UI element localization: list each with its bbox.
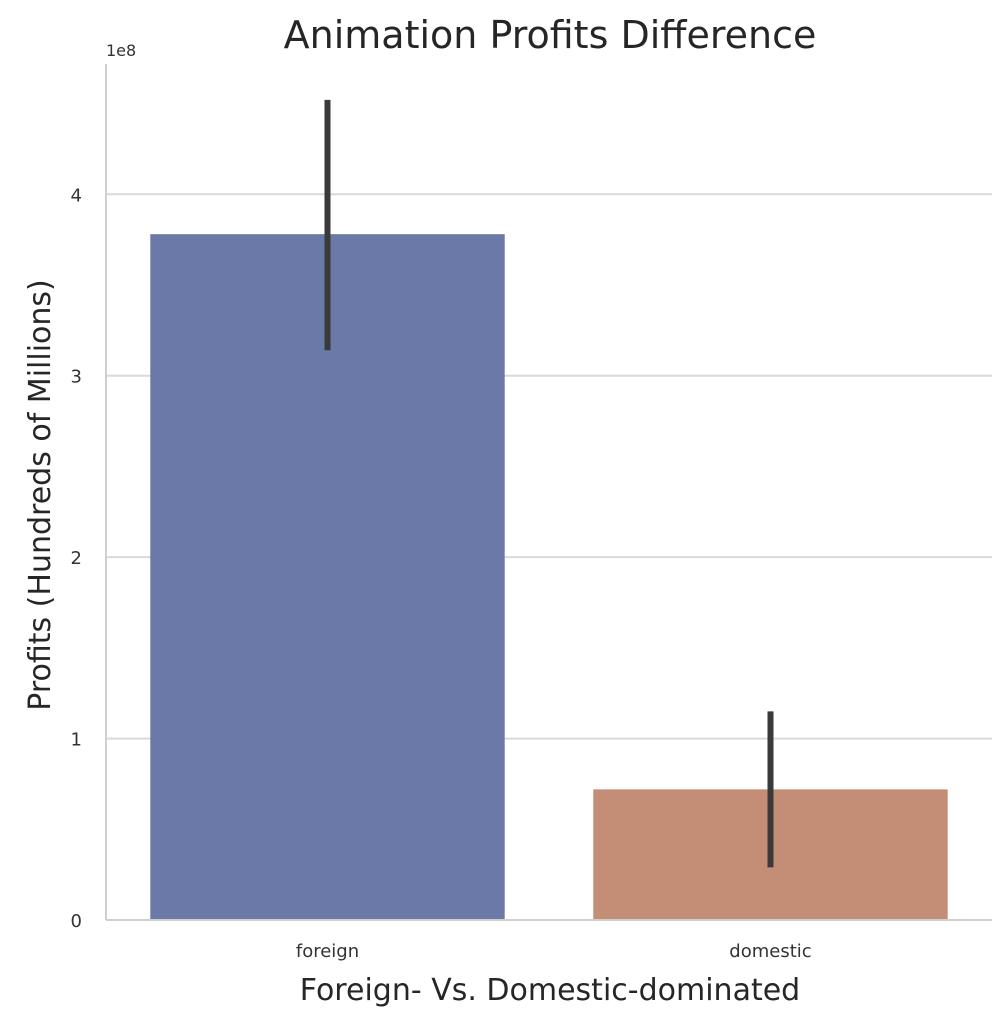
y-tick-label: 0 bbox=[71, 911, 82, 932]
x-tick-label: domestic bbox=[729, 941, 811, 962]
y-tick-label: 4 bbox=[71, 185, 82, 206]
tick-labels: 0 1 2 3 4 foreign domestic bbox=[71, 185, 812, 962]
error-bars bbox=[324, 99, 774, 868]
y-tick-label: 2 bbox=[71, 548, 82, 569]
y-tick-label: 3 bbox=[71, 367, 82, 388]
y-tick-label: 1 bbox=[71, 730, 82, 751]
x-tick-label: foreign bbox=[296, 941, 359, 962]
axes bbox=[105, 64, 992, 921]
chart-title: Animation Profits Difference bbox=[284, 13, 817, 57]
bars bbox=[150, 234, 948, 920]
x-axis-label: Foreign- Vs. Domestic-dominated bbox=[300, 973, 800, 1008]
y-offset-label: 1e8 bbox=[106, 41, 136, 60]
y-axis-label: Profits (Hundreds of Millions) bbox=[23, 279, 58, 710]
